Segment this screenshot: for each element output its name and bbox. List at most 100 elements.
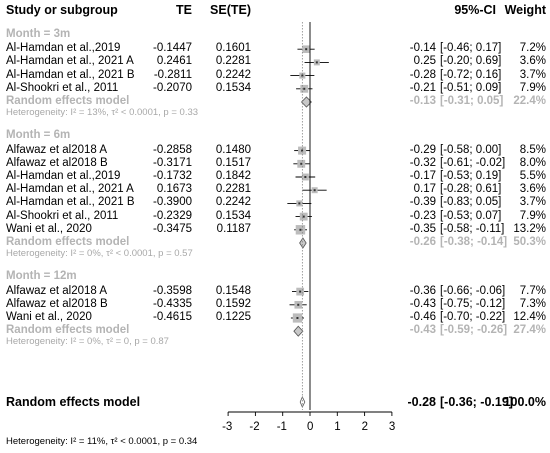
study-te: -0.2858 <box>152 143 192 156</box>
study-se: 0.2242 <box>215 196 251 209</box>
study-point <box>303 87 306 90</box>
study-ci: [-0.70; -0.22] <box>440 311 506 323</box>
study-point <box>297 303 300 306</box>
study-estimate: -0.14 <box>409 42 436 55</box>
study-ci: [-0.66; -0.06] <box>440 284 506 297</box>
group-label: Month = 6m <box>6 129 71 142</box>
study-point <box>302 215 305 218</box>
subgroup-estimate: -0.13 <box>409 95 436 107</box>
study-point <box>301 74 304 77</box>
study-se: 0.1534 <box>215 209 251 222</box>
study-te: 0.1673 <box>156 183 192 196</box>
header-ci: 95%-CI <box>454 3 496 17</box>
study-te: -0.3475 <box>152 222 192 235</box>
subgroup-heterogeneity: Heterogeneity: I² = 0%, τ² = 0, p = 0.87 <box>6 336 169 348</box>
overall-heterogeneity: Heterogeneity: I² = 11%, τ² < 0.0001, p … <box>6 436 198 447</box>
study-se: 0.1480 <box>215 143 251 156</box>
study-te: -0.3598 <box>152 284 192 297</box>
study-estimate: -0.21 <box>409 81 436 94</box>
study-ci: [-0.75; -0.12] <box>440 297 506 310</box>
study-name: Alfawaz et al2018 A <box>6 284 108 297</box>
subgroup-diamond <box>299 237 307 249</box>
study-estimate: -0.46 <box>409 311 436 323</box>
group-label: Month = 12m <box>6 270 77 283</box>
study-ci: [-0.58; 0.00] <box>440 143 502 156</box>
study-te: -0.2070 <box>152 81 192 94</box>
study-estimate: -0.17 <box>409 170 436 182</box>
study-name: Al-Hamdan et al., 2021 A <box>6 183 134 196</box>
x-tick-label: -2 <box>249 421 260 433</box>
study-ci: [-0.28; 0.61] <box>440 183 502 196</box>
overall-estimate: -0.28 <box>407 395 437 409</box>
x-tick-label: 1 <box>334 421 341 433</box>
study-se: 0.1225 <box>215 311 251 323</box>
study-se: 0.1592 <box>215 297 251 310</box>
study-weight: 3.6% <box>519 55 546 68</box>
overall-diamond <box>299 396 306 408</box>
study-estimate: 0.25 <box>413 55 436 68</box>
subgroup-diamond <box>293 325 304 337</box>
study-weight: 3.6% <box>519 183 546 196</box>
study-weight: 13.2% <box>513 222 546 235</box>
study-estimate: -0.23 <box>409 209 436 222</box>
study-weight: 12.4% <box>513 311 546 323</box>
subgroup-weight: 50.3% <box>513 236 546 248</box>
study-weight: 7.9% <box>519 81 546 94</box>
study-estimate: -0.43 <box>409 297 436 310</box>
header-te: TE <box>176 3 192 17</box>
x-tick-label: 3 <box>388 421 396 433</box>
study-se: 0.2242 <box>215 68 251 81</box>
study-weight: 3.7% <box>519 68 546 81</box>
study-weight: 7.3% <box>519 297 546 310</box>
study-weight: 5.5% <box>519 170 546 182</box>
study-te: -0.3900 <box>152 196 192 209</box>
subgroup-ci: [-0.59; -0.26] <box>440 324 508 337</box>
study-se: 0.1601 <box>215 42 251 55</box>
study-se: 0.1517 <box>215 156 251 169</box>
study-se: 0.2281 <box>215 183 251 196</box>
study-se: 0.1534 <box>215 81 251 94</box>
subgroup-heterogeneity: Heterogeneity: I² = 13%, τ² < 0.0001, p … <box>6 107 199 119</box>
overall-model-label: Random effects model <box>6 395 141 409</box>
study-estimate: -0.35 <box>409 222 436 235</box>
study-estimate: -0.29 <box>409 143 436 156</box>
subgroup-heterogeneity: Heterogeneity: I² = 0%, τ² < 0.0001, p =… <box>6 248 193 260</box>
study-name: Al-Hamdan et al., 2021 B <box>6 68 135 81</box>
study-name: Al-Shookri et al., 2011 <box>6 209 119 222</box>
study-name: Al-Hamdan et al., 2021 A <box>6 55 134 68</box>
study-ci: [-0.20; 0.69] <box>440 55 502 68</box>
study-ci: [-0.53; 0.19] <box>440 170 502 182</box>
study-ci: [-0.46; 0.17] <box>440 42 502 55</box>
study-estimate: -0.28 <box>409 68 436 81</box>
study-ci: [-0.58; -0.11] <box>440 222 505 235</box>
subgroup-weight: 27.4% <box>513 324 546 337</box>
study-name: Wani et al., 2020 <box>6 311 92 323</box>
study-point <box>315 61 318 64</box>
overall-ci: [-0.36; -0.19] <box>440 395 513 409</box>
study-estimate: -0.32 <box>409 156 436 169</box>
study-weight: 3.7% <box>519 196 546 209</box>
study-name: Al-Shookri et al., 2011 <box>6 81 119 94</box>
x-tick-label: 2 <box>361 421 368 433</box>
subgroup-model-label: Random effects model <box>6 236 130 248</box>
study-ci: [-0.51; 0.09] <box>440 81 502 94</box>
subgroup-diamond <box>300 96 312 108</box>
study-ci: [-0.72; 0.16] <box>440 68 502 81</box>
study-weight: 8.0% <box>519 156 546 169</box>
header-study: Study or subgroup <box>6 3 118 17</box>
study-point <box>299 228 302 231</box>
study-se: 0.1187 <box>216 222 251 235</box>
study-weight: 7.7% <box>519 284 546 297</box>
study-te: -0.3171 <box>152 156 192 169</box>
study-name: Al-Hamdan et al., 2021 B <box>6 196 135 209</box>
study-estimate: -0.36 <box>409 284 436 297</box>
x-tick-label: -1 <box>276 421 287 433</box>
subgroup-estimate: -0.43 <box>409 324 436 337</box>
study-te: -0.2329 <box>152 209 192 222</box>
study-name: Alfawaz et al2018 B <box>6 156 108 169</box>
study-se: 0.2281 <box>215 55 251 68</box>
x-tick-label: 0 <box>307 421 314 433</box>
study-te: -0.1447 <box>152 42 192 55</box>
study-weight: 7.2% <box>519 42 546 55</box>
header-weight: Weight <box>504 3 546 17</box>
